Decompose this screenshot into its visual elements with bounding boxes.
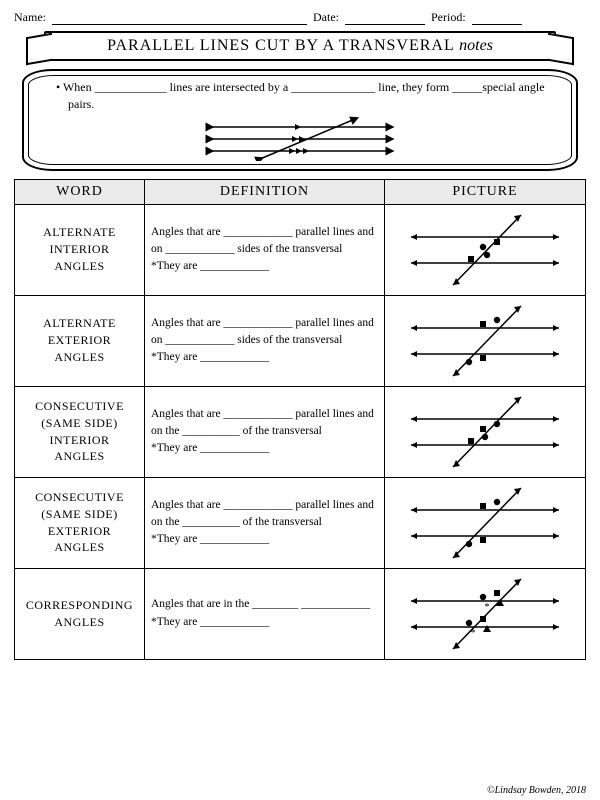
definition-cell: Angles that are in the ________ ________… (145, 568, 385, 659)
table-row: CONSECUTIVE(SAME SIDE)EXTERIORANGLES Ang… (15, 477, 586, 568)
intro-diagram (48, 115, 552, 161)
col-word: WORD (15, 179, 145, 204)
table-row: CORRESPONDINGANGLES Angles that are in t… (15, 568, 586, 659)
svg-text:*: * (485, 602, 490, 613)
col-picture: PICTURE (385, 179, 586, 204)
title-main: PARALLEL LINES CUT BY A TRANSVERAL (107, 37, 454, 54)
angle-table: WORD DEFINITION PICTURE ALTERNATEINTERIO… (14, 179, 586, 660)
intro-text: • When ____________ lines are intersecte… (68, 79, 552, 113)
word-cell: CONSECUTIVE(SAME SIDE)INTERIORANGLES (15, 386, 145, 477)
header-fields: Name: Date: Period: (14, 10, 586, 25)
col-definition: DEFINITION (145, 179, 385, 204)
name-blank[interactable] (52, 10, 307, 25)
picture-cell (385, 477, 586, 568)
date-blank[interactable] (345, 10, 425, 25)
definition-cell: Angles that are ____________ parallel li… (145, 295, 385, 386)
definition-cell: Angles that are ____________ parallel li… (145, 204, 385, 295)
definition-cell: Angles that are ____________ parallel li… (145, 386, 385, 477)
period-blank[interactable] (472, 10, 522, 25)
svg-text:*: * (471, 628, 476, 639)
table-row: ALTERNATEINTERIORANGLES Angles that are … (15, 204, 586, 295)
table-row: ALTERNATEEXTERIORANGLES Angles that are … (15, 295, 586, 386)
table-row: CONSECUTIVE(SAME SIDE)INTERIORANGLES Ang… (15, 386, 586, 477)
intro-frame: • When ____________ lines are intersecte… (22, 69, 578, 171)
word-cell: CORRESPONDINGANGLES (15, 568, 145, 659)
word-cell: ALTERNATEINTERIORANGLES (15, 204, 145, 295)
copyright: ©Lindsay Bowden, 2018 (487, 785, 586, 796)
word-cell: ALTERNATEEXTERIORANGLES (15, 295, 145, 386)
picture-cell: ** (385, 568, 586, 659)
title-cursive: notes (459, 37, 493, 54)
picture-cell (385, 204, 586, 295)
picture-cell (385, 295, 586, 386)
title-banner: PARALLEL LINES CUT BY A TRANSVERAL notes (44, 31, 556, 61)
date-label: Date: (313, 10, 339, 25)
period-label: Period: (431, 10, 466, 25)
name-label: Name: (14, 10, 46, 25)
definition-cell: Angles that are ____________ parallel li… (145, 477, 385, 568)
word-cell: CONSECUTIVE(SAME SIDE)EXTERIORANGLES (15, 477, 145, 568)
picture-cell (385, 386, 586, 477)
